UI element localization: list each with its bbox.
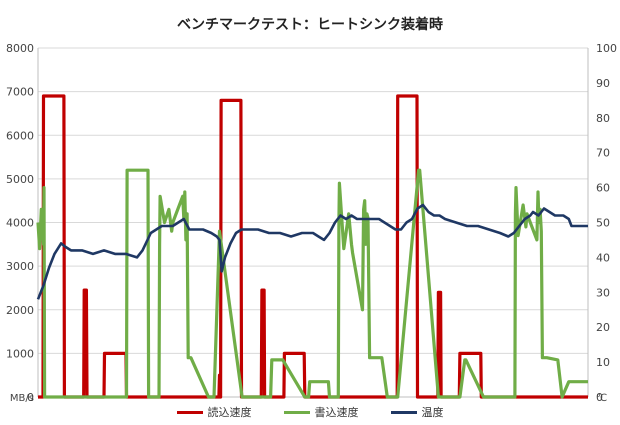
y-tick-label: 1000	[6, 347, 34, 360]
y-tick-label: 7000	[6, 86, 34, 99]
y2-tick-label: 10	[596, 356, 610, 369]
y2-tick-label: 80	[596, 112, 610, 125]
series-line-read	[38, 94, 588, 399]
y2-tick-label: 30	[596, 286, 610, 299]
legend-label-write: 書込速度	[314, 406, 359, 419]
y-tick-label: 5000	[6, 173, 34, 186]
y2-tick-label: 100	[596, 42, 617, 55]
legend-swatch-write	[283, 410, 310, 414]
legend-item-write[interactable]: 書込速度	[283, 404, 359, 420]
legend: 読込速度 書込速度 温度	[0, 404, 620, 420]
y-tick-label: 4000	[6, 217, 34, 230]
y-tick-label: 6000	[6, 129, 34, 142]
series-line-temp	[36, 203, 588, 300]
legend-swatch-read	[176, 410, 203, 414]
legend-label-temp: 温度	[421, 406, 444, 419]
series-line-write	[36, 168, 588, 399]
y2-tick-label: 70	[596, 147, 610, 160]
y-tick-label: 2000	[6, 304, 34, 317]
y-tick-label: 3000	[6, 260, 34, 273]
y2-tick-label: 50	[596, 217, 610, 230]
grid-layer	[38, 47, 588, 354]
y2-tick-label: 20	[596, 321, 610, 334]
y2-tick-label: 90	[596, 77, 610, 90]
legend-item-temp[interactable]: 温度	[390, 404, 444, 420]
y-tick-label: 8000	[6, 42, 34, 55]
legend-swatch-temp	[390, 410, 417, 414]
y-tick-label: 0	[27, 391, 34, 404]
y2-axis-unit: ℃	[596, 393, 607, 404]
y2-tick-label: 40	[596, 251, 610, 264]
y-axis-unit: MB/s	[10, 393, 34, 404]
y2-tick-label: 60	[596, 182, 610, 195]
legend-label-read: 読込速度	[207, 406, 252, 419]
chart-title: ベンチマークテスト：ヒートシンク装着時	[177, 17, 443, 33]
legend-item-read[interactable]: 読込速度	[176, 404, 252, 420]
y2-tick-label: 0	[596, 391, 603, 404]
series-layer	[36, 94, 588, 399]
